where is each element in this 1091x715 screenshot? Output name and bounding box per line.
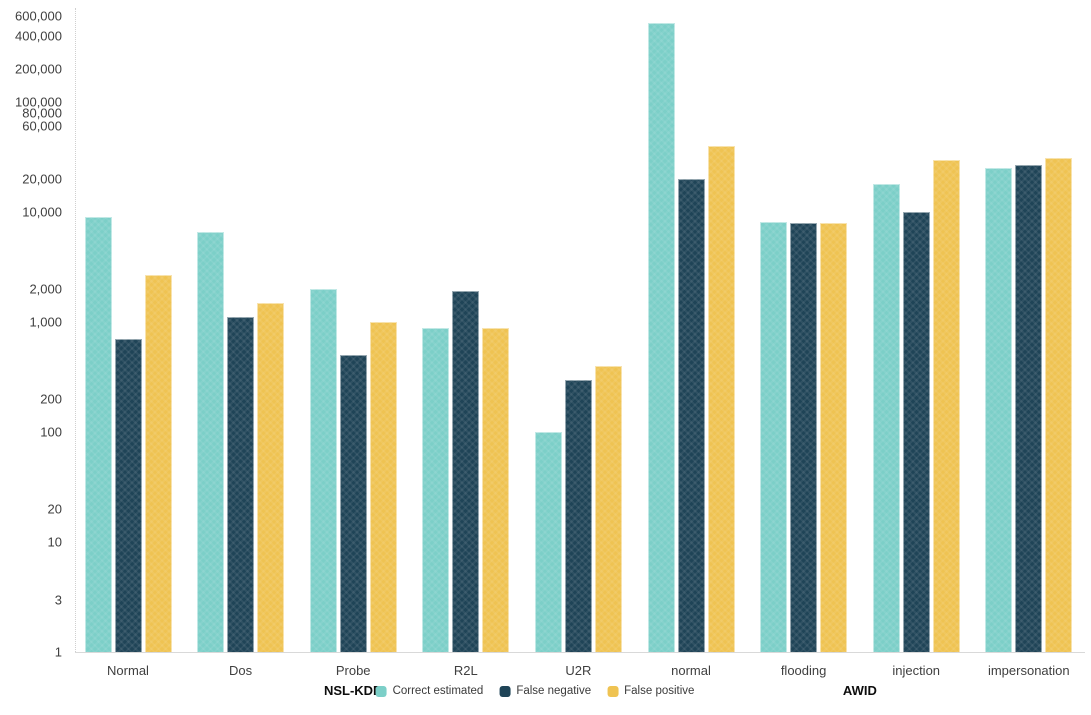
- y-tick-label: 1: [54, 644, 62, 660]
- y-tick-label: 2,000: [29, 281, 62, 297]
- legend-item-false-negative: False negative: [499, 685, 591, 697]
- bar-false-positive-dos: [257, 302, 285, 652]
- legend: Correct estimated False negative False p…: [375, 685, 694, 697]
- y-tick-label: 80,000: [22, 105, 62, 121]
- bar-false-negative-r2l: [452, 291, 480, 652]
- bar-false-positive-r2l: [482, 327, 510, 652]
- y-tick-label: 10,000: [22, 204, 62, 220]
- bar-false-positive-normal: [707, 145, 735, 652]
- bar-correct-estimated-u2r: [534, 432, 562, 652]
- y-tick-label: 400,000: [15, 28, 62, 44]
- y-tick-label: 20,000: [22, 171, 62, 187]
- y-tick-label: 200,000: [15, 61, 62, 77]
- bar-correct-estimated-probe: [309, 288, 337, 652]
- bar-false-positive-normal: [144, 274, 172, 652]
- bar-false-negative-dos: [227, 317, 255, 652]
- x-tick-label-u2r: U2R: [565, 663, 592, 678]
- y-tick-label: 60,000: [22, 118, 62, 134]
- x-axis-line: [75, 652, 1085, 653]
- bar-false-negative-injection: [902, 212, 930, 652]
- bar-correct-estimated-dos: [197, 231, 225, 652]
- legend-label: Correct estimated: [392, 685, 484, 697]
- y-tick-label: 200: [40, 391, 62, 407]
- y-tick-label: 10: [47, 534, 62, 550]
- legend-item-correct-estimated: Correct estimated: [375, 685, 484, 697]
- correct-estimated-swatch-icon: [375, 685, 387, 697]
- bar-false-negative-flooding: [790, 222, 818, 652]
- bar-correct-estimated-normal: [647, 23, 675, 652]
- bar-correct-estimated-injection: [872, 183, 900, 652]
- x-tick-label-flooding: flooding: [780, 663, 827, 678]
- bar-false-negative-probe: [339, 355, 367, 652]
- y-tick-label: 600,000: [15, 8, 62, 24]
- x-tick-label-impersonation: impersonation: [987, 663, 1070, 678]
- x-tick-label-r2l: R2L: [453, 663, 478, 678]
- y-tick-label: 1,000: [29, 314, 62, 330]
- bar-false-negative-normal: [114, 339, 142, 652]
- y-tick-label: 100: [40, 424, 62, 440]
- y-tick-label: 20: [47, 501, 62, 517]
- bar-false-negative-impersonation: [1015, 164, 1043, 652]
- bar-correct-estimated-flooding: [760, 222, 788, 652]
- false-negative-swatch-icon: [499, 685, 511, 697]
- y-tick-label: 3: [54, 592, 62, 608]
- false-positive-swatch-icon: [607, 685, 619, 697]
- bar-false-positive-u2r: [594, 365, 622, 652]
- bar-false-negative-u2r: [564, 379, 592, 652]
- legend-label: False negative: [516, 685, 592, 697]
- x-tick-label-normal: Normal: [107, 663, 149, 678]
- bar-false-positive-injection: [932, 159, 960, 652]
- legend-item-false-positive: False positive: [607, 685, 694, 697]
- y-axis-line: [75, 8, 76, 652]
- bar-false-positive-probe: [369, 322, 397, 652]
- x-tick-label-dos: Dos: [229, 663, 253, 678]
- x-tick-label-injection: injection: [892, 663, 941, 678]
- bar-false-positive-impersonation: [1045, 157, 1073, 652]
- y-tick-label: 100,000: [15, 94, 62, 110]
- y-axis: 600,000 400,000 200,000 100,000 80,000 60,000…: [0, 0, 62, 715]
- bar-correct-estimated-impersonation: [985, 168, 1013, 652]
- dataset-label-awid: AWID: [842, 683, 877, 698]
- x-tick-label-probe: Probe: [335, 663, 371, 678]
- bar-false-negative-normal: [677, 178, 705, 652]
- legend-label: False positive: [624, 685, 695, 697]
- bar-correct-estimated-normal: [84, 217, 112, 652]
- plot-area: [84, 23, 1073, 652]
- bar-false-positive-flooding: [820, 222, 848, 652]
- bar-correct-estimated-r2l: [422, 328, 450, 652]
- dataset-label-nsl-kdd: NSL-KDD: [323, 683, 383, 698]
- x-tick-label-normal: normal: [671, 663, 711, 678]
